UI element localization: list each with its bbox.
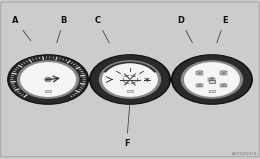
- Circle shape: [199, 71, 201, 72]
- Circle shape: [92, 56, 168, 103]
- Circle shape: [181, 61, 242, 98]
- Circle shape: [10, 56, 87, 103]
- Text: AC00Z5919: AC00Z5919: [232, 152, 257, 156]
- Circle shape: [185, 63, 239, 96]
- Bar: [209, 80, 215, 83]
- Wedge shape: [103, 62, 157, 73]
- Circle shape: [103, 63, 157, 96]
- Circle shape: [199, 83, 201, 85]
- Bar: [220, 84, 227, 87]
- Text: B: B: [57, 16, 67, 43]
- Bar: [220, 71, 227, 75]
- Bar: [209, 78, 215, 81]
- Text: E: E: [217, 16, 228, 43]
- Bar: [197, 84, 203, 87]
- Text: C: C: [94, 16, 109, 43]
- Circle shape: [211, 77, 213, 79]
- Circle shape: [90, 55, 170, 104]
- Circle shape: [223, 71, 225, 72]
- Text: F: F: [124, 104, 130, 148]
- Circle shape: [8, 55, 88, 104]
- Circle shape: [21, 63, 75, 96]
- Circle shape: [18, 61, 79, 98]
- Circle shape: [173, 56, 250, 103]
- Bar: [197, 71, 203, 75]
- Circle shape: [172, 55, 252, 104]
- Circle shape: [100, 61, 160, 98]
- Text: D: D: [177, 16, 192, 43]
- Circle shape: [45, 77, 51, 82]
- FancyBboxPatch shape: [1, 2, 259, 157]
- Bar: [127, 90, 133, 92]
- Text: A: A: [12, 16, 31, 41]
- Bar: [45, 90, 51, 92]
- Circle shape: [223, 83, 225, 85]
- Bar: [209, 90, 215, 92]
